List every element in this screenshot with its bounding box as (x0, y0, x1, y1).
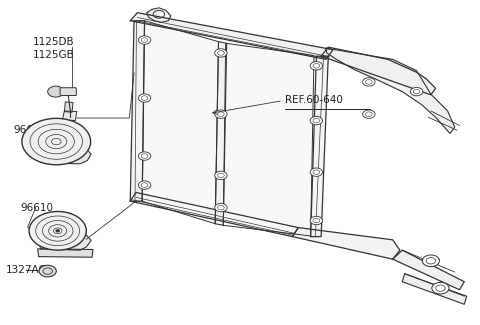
Circle shape (56, 229, 60, 232)
Polygon shape (311, 56, 328, 237)
Circle shape (215, 110, 227, 118)
Circle shape (410, 87, 423, 96)
Circle shape (426, 258, 436, 264)
Circle shape (217, 205, 224, 210)
Circle shape (43, 268, 52, 274)
Circle shape (310, 216, 323, 225)
Text: 1327AC: 1327AC (6, 266, 47, 276)
Circle shape (432, 282, 449, 294)
Circle shape (141, 183, 148, 187)
Circle shape (422, 255, 440, 266)
Circle shape (413, 89, 420, 94)
Circle shape (141, 96, 148, 100)
Circle shape (138, 181, 151, 189)
Polygon shape (130, 13, 333, 59)
Circle shape (138, 94, 151, 102)
Polygon shape (130, 21, 144, 201)
Polygon shape (402, 274, 467, 304)
Circle shape (48, 86, 64, 97)
Polygon shape (37, 249, 93, 257)
Text: 1125DB
1125GB: 1125DB 1125GB (33, 37, 74, 60)
Circle shape (313, 118, 320, 123)
Circle shape (365, 112, 372, 116)
FancyBboxPatch shape (60, 88, 76, 96)
Text: 96610: 96610 (21, 202, 53, 213)
Circle shape (141, 38, 148, 42)
Circle shape (217, 112, 224, 116)
Circle shape (138, 152, 151, 160)
Text: REF.60-640: REF.60-640 (285, 95, 343, 105)
Polygon shape (130, 192, 298, 237)
Circle shape (141, 154, 148, 158)
Circle shape (310, 168, 323, 176)
Circle shape (215, 49, 227, 57)
Circle shape (363, 78, 375, 86)
Circle shape (436, 285, 445, 291)
Polygon shape (393, 250, 464, 290)
Circle shape (39, 265, 56, 277)
Polygon shape (64, 102, 73, 112)
Circle shape (215, 171, 227, 180)
Polygon shape (47, 146, 91, 164)
Circle shape (313, 170, 320, 175)
Polygon shape (223, 43, 314, 236)
Circle shape (310, 116, 323, 125)
Circle shape (313, 218, 320, 223)
Polygon shape (292, 227, 400, 259)
Circle shape (217, 173, 224, 178)
Polygon shape (215, 42, 227, 225)
Circle shape (310, 62, 323, 70)
Circle shape (138, 36, 151, 44)
Circle shape (217, 51, 224, 55)
Polygon shape (62, 111, 77, 121)
Polygon shape (321, 47, 436, 95)
Text: 96620: 96620 (13, 125, 46, 135)
Circle shape (22, 118, 91, 165)
Circle shape (363, 110, 375, 118)
Polygon shape (326, 48, 455, 134)
Circle shape (365, 80, 372, 84)
Circle shape (313, 64, 320, 68)
Circle shape (29, 212, 86, 250)
Polygon shape (142, 21, 218, 224)
Polygon shape (147, 8, 171, 22)
Polygon shape (38, 233, 91, 250)
Circle shape (215, 203, 227, 212)
